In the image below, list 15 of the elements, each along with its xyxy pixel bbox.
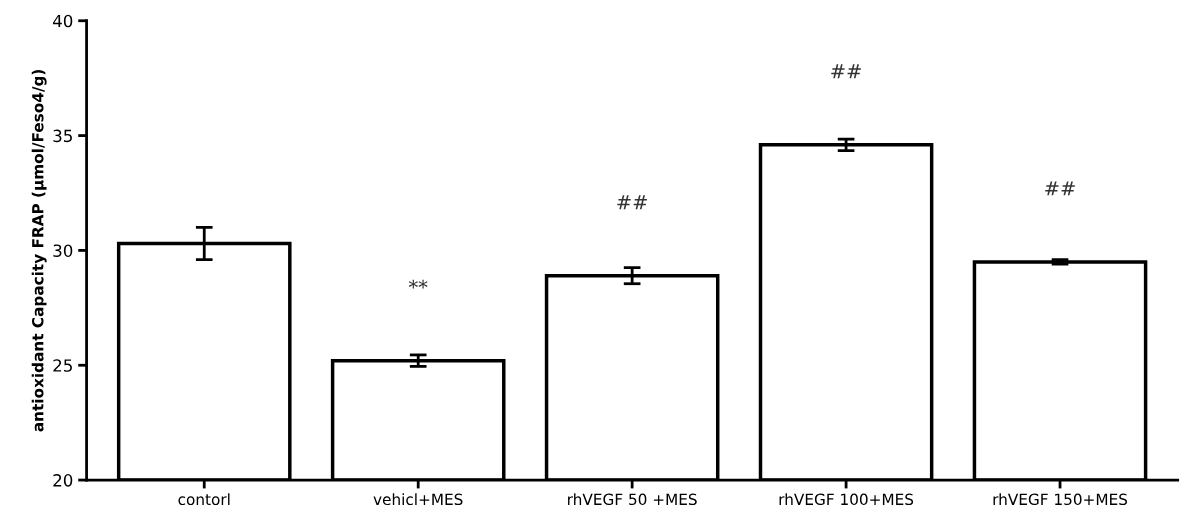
y-tick-label: 40 [52,14,73,28]
x-tick-label: rhVEGF 100+MES [779,493,914,506]
annotation: ## [617,195,647,210]
x-tick-label: rhVEGF 150+MES [993,493,1128,506]
annotation: ## [1045,181,1075,196]
x-tick-label: rhVEGF 50 +MES [568,493,697,506]
x-tick-label: vehicl+MES [373,493,463,506]
y-tick-label: 30 [53,244,73,257]
y-tick-label: 25 [53,359,72,372]
y-axis-title: antioxidant Capacity FRAP (µmol/Feso4/g) [31,69,47,432]
annotation: ** [408,279,428,289]
y-tick-label: 20 [53,474,73,487]
annotation: ## [831,64,861,79]
x-tick-label: contorl [178,493,230,506]
y-tick-label: 35 [53,129,72,143]
